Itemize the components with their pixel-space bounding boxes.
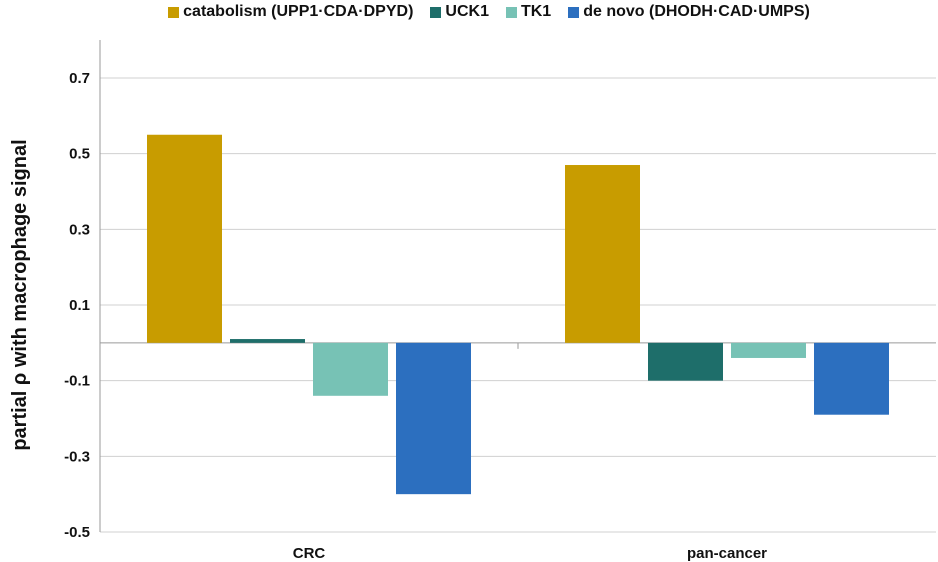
x-category-label-0: CRC <box>293 545 326 562</box>
x-category-label-1: pan-cancer <box>687 545 767 562</box>
bar-crc-series-0 <box>147 134 222 343</box>
bar-crc-series-3 <box>396 342 471 495</box>
legend-item-uck1: UCK1 <box>430 3 489 21</box>
legend-label-uck1: UCK1 <box>445 3 489 20</box>
legend-item-tk1: TK1 <box>505 3 552 21</box>
legend-item-catabolism: catabolism (UPP1·CDA·DPYD) <box>168 3 413 21</box>
legend-label-de-novo: de novo (DHODH·CAD·UMPS) <box>583 3 810 20</box>
bar-pan-cancer-series-3 <box>814 342 889 415</box>
bar-pan-cancer-series-1 <box>648 342 723 381</box>
y-tick-label-0: 0.7 <box>69 70 90 87</box>
y-tick-label-4: -0.1 <box>64 373 90 390</box>
legend-swatch-tk1 <box>505 6 517 18</box>
legend-swatch-de-novo <box>568 6 580 18</box>
y-tick-label-2: 0.3 <box>69 221 90 238</box>
y-tick-label-1: 0.5 <box>69 146 90 163</box>
legend-swatch-catabolism <box>168 6 180 18</box>
y-tick-label-3: 0.1 <box>69 297 90 314</box>
y-tick-label-5: -0.3 <box>64 448 90 465</box>
legend-label-catabolism: catabolism (UPP1·CDA·DPYD) <box>183 3 414 20</box>
bar-pan-cancer-series-2 <box>731 342 806 358</box>
bar-pan-cancer-series-0 <box>565 165 640 343</box>
bar-crc-series-1 <box>230 339 305 343</box>
bar-crc-series-2 <box>313 342 388 396</box>
legend-label-tk1: TK1 <box>520 3 552 20</box>
legend-swatch-uck1 <box>430 6 442 18</box>
legend-item-de-novo: de novo (DHODH·CAD·UMPS) <box>568 3 810 21</box>
legend: catabolism (UPP1·CDA·DPYD) UCK1 TK1 de n… <box>0 0 938 24</box>
y-tick-label-6: -0.5 <box>64 524 90 541</box>
